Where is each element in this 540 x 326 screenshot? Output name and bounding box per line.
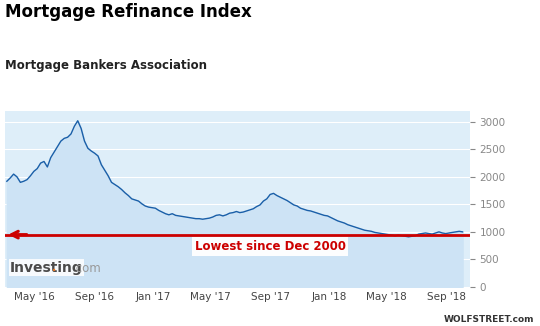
Text: Mortgage Refinance Index: Mortgage Refinance Index bbox=[5, 3, 252, 21]
Text: .com: .com bbox=[73, 261, 102, 274]
Text: Lowest since Dec 2000: Lowest since Dec 2000 bbox=[194, 240, 346, 253]
Text: WOLFSTREET.com: WOLFSTREET.com bbox=[444, 315, 535, 324]
Text: Mortgage Bankers Association: Mortgage Bankers Association bbox=[5, 59, 207, 72]
Text: Investing: Investing bbox=[10, 260, 83, 274]
Text: .: . bbox=[51, 256, 57, 274]
